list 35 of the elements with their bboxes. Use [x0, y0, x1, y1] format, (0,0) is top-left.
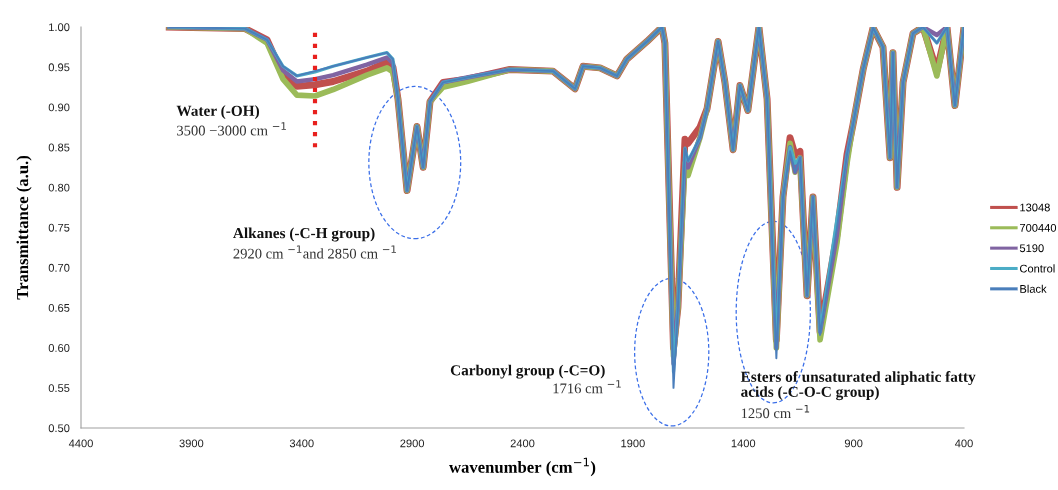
x-tick-label: 1900 [621, 439, 645, 448]
y-tick-label: 0.80 [48, 183, 70, 192]
annotation: 2920 cm $^{−1}$and 2850 cm $^{−1}$ [233, 245, 396, 259]
annotation: Carbonyl group (-C=O) [450, 364, 605, 379]
annotation: Alkanes (-C-H group) [233, 227, 375, 242]
x-axis-title: wavenumber (cm$^{−1}$) [449, 457, 596, 477]
legend-label: 13048 [1020, 203, 1050, 212]
annotation: 3500 −3000 cm $^{−1}$ [177, 122, 286, 136]
y-tick-label: 0.85 [48, 143, 70, 152]
y-tick-label: 0.75 [48, 223, 70, 232]
x-tick-label: 4400 [68, 439, 93, 448]
legend-label: 700440 [1020, 223, 1057, 232]
x-tick-label: 3900 [179, 439, 204, 448]
x-tick-label: 900 [844, 439, 863, 448]
x-tick-label: 400 [954, 439, 973, 448]
y-tick-label: 0.70 [48, 263, 70, 272]
annotation: 1716 cm $^{−1}$ [553, 380, 621, 394]
x-tick-label: 3400 [289, 439, 314, 448]
x-tick-label: 2400 [510, 439, 535, 448]
legend-label: Black [1020, 284, 1047, 293]
y-tick-label: 0.60 [48, 344, 70, 352]
annotation: Esters of unsaturated aliphatic fatty acids (-C-O-C group) [740, 371, 976, 401]
legend-label: Control [1020, 264, 1055, 273]
y-tick-label: 0.90 [48, 103, 70, 112]
y-tick-label: 0.95 [48, 63, 70, 72]
annotation: 1250 cm $^{−1}$ [741, 404, 810, 419]
y-tick-label: 0.50 [48, 424, 70, 433]
x-tick-label: 1400 [731, 439, 756, 448]
y-tick-label: 0.65 [48, 303, 70, 312]
annotation: Water (-OH) [176, 105, 259, 120]
y-axis-title: Transmittance (a.u.) [16, 155, 32, 300]
legend-label: 5190 [1019, 244, 1044, 253]
x-tick-label: 2900 [400, 439, 425, 448]
y-tick-label: 1.00 [49, 23, 70, 32]
y-tick-label: 0.55 [48, 384, 70, 393]
